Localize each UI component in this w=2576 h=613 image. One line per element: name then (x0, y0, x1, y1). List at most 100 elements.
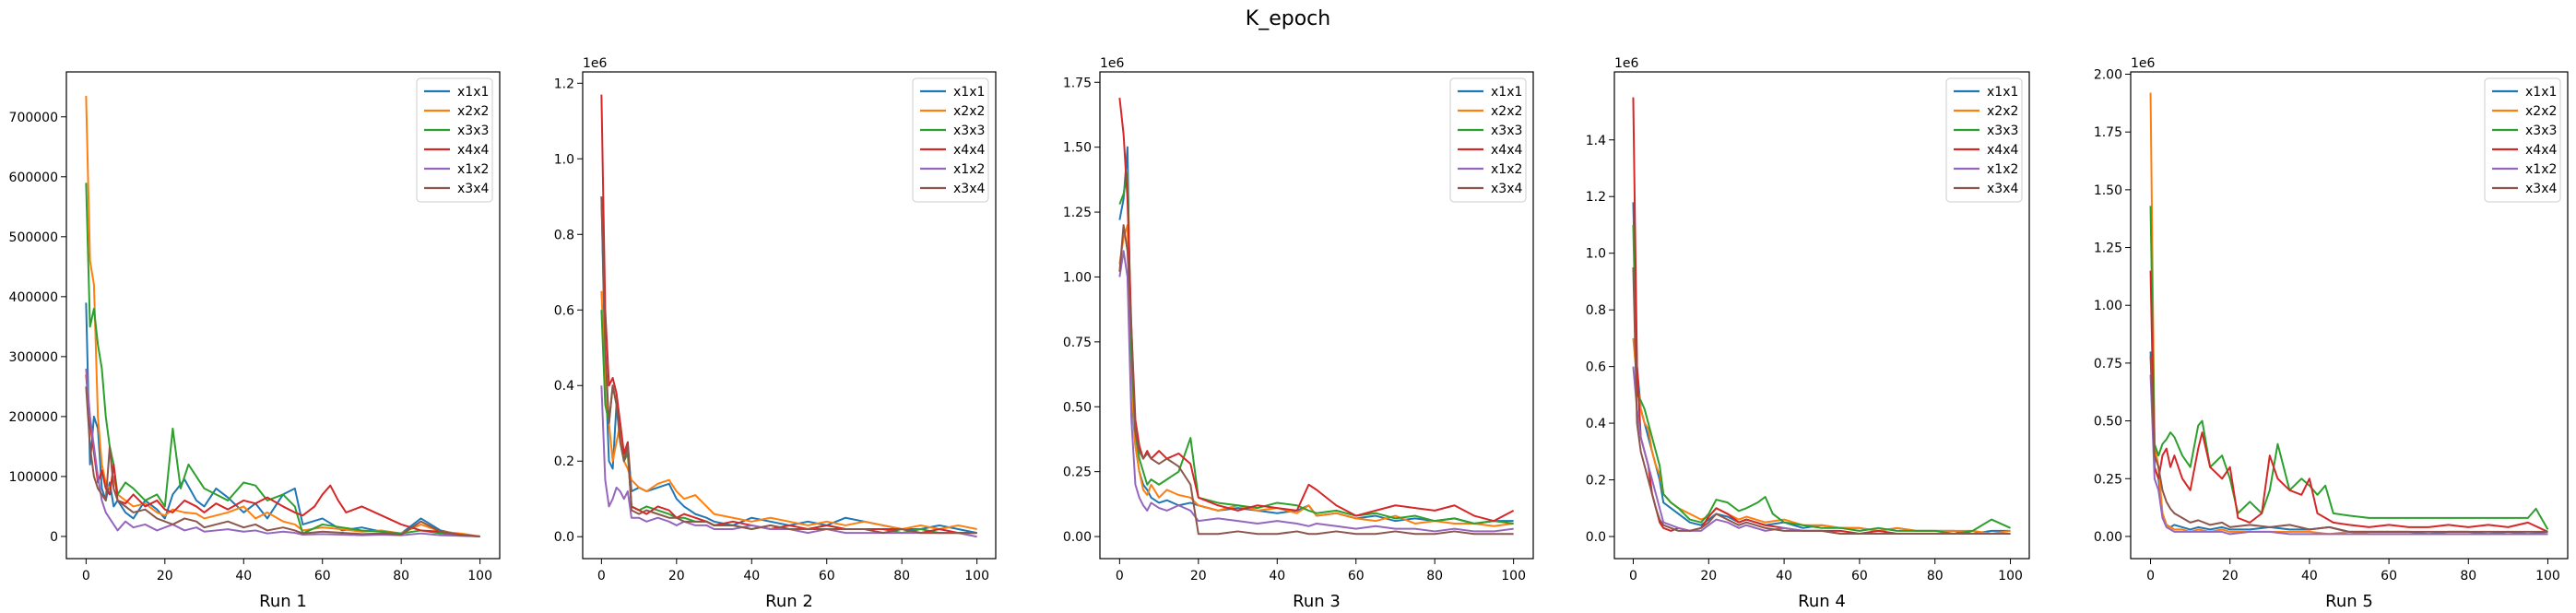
y-tick-label: 1.25 (1063, 206, 1092, 220)
y-tick-label: 1.75 (2094, 125, 2122, 140)
x-axis-label: Run 2 (765, 592, 813, 611)
y-tick-label: 1.0 (554, 152, 574, 167)
x-tick-label: 80 (393, 569, 409, 584)
subplot-run-4: 0 20 40 60 80 100 0.0 0.2 0.4 0.6 0.8 1.0 1.2 1.4 1e6 R… (1586, 56, 2030, 611)
legend-label: x3x4 (953, 182, 985, 196)
series-line-x3x4 (600, 196, 977, 535)
series-line-x3x3 (1632, 224, 2011, 535)
legend-label: x1x1 (457, 85, 489, 100)
legend-label: x1x1 (2525, 85, 2557, 100)
y-tick-label: 1.00 (2094, 299, 2122, 313)
legend-label: x4x4 (1491, 143, 1522, 158)
y-tick-label: 1.2 (1586, 190, 1606, 205)
y-tick-label: 0.00 (1063, 530, 1092, 545)
x-tick-label: 80 (1927, 569, 1944, 584)
y-offset-label: 1e6 (583, 56, 608, 71)
series-line-x1x1 (85, 302, 480, 537)
legend-label: x3x4 (2525, 182, 2557, 196)
y-tick-label: 0.6 (554, 303, 574, 318)
x-tick-label: 60 (2381, 569, 2397, 584)
y-tick-label: 700000 (9, 111, 58, 125)
legend-box (1945, 77, 2023, 203)
legend-label: x3x3 (1491, 124, 1522, 138)
x-tick-label: 40 (235, 569, 252, 584)
legend-label: x1x2 (2525, 162, 2557, 177)
legend-label: x1x2 (1491, 162, 1522, 177)
x-tick-label: 100 (1501, 569, 1526, 584)
legend: x1x1 x2x2 x3x3 x4x4 x1x2 x3x4 (912, 77, 989, 203)
axes-frame (65, 71, 501, 560)
legend-label: x1x2 (457, 162, 489, 177)
legend-label: x3x3 (1987, 124, 2018, 138)
y-tick-label: 1.00 (1063, 270, 1092, 285)
y-tick-label: 0.50 (2094, 415, 2122, 430)
x-tick-label: 60 (819, 569, 835, 584)
figure-title: K_epoch (1246, 7, 1330, 30)
legend-label: x2x2 (1987, 104, 2018, 119)
y-offset-label: 1e6 (1100, 56, 1125, 71)
series-line-x4x4 (600, 94, 977, 535)
x-tick-label: 40 (2301, 569, 2318, 584)
y-tick-label: 600000 (9, 171, 58, 185)
y-tick-label: 1.50 (2094, 183, 2122, 198)
series-line-x3x4 (85, 386, 480, 537)
legend-label: x2x2 (953, 104, 985, 119)
series-line-x1x2 (85, 368, 480, 537)
x-axis-label: Run 1 (259, 592, 307, 611)
legend-box (1449, 77, 1527, 203)
x-tick-label: 80 (1426, 569, 1443, 584)
legend-label: x4x4 (1987, 143, 2018, 158)
x-tick-label: 60 (1851, 569, 1868, 584)
series-line-x3x4 (1118, 224, 1514, 536)
legend-label: x3x3 (2525, 124, 2557, 138)
x-tick-label: 80 (893, 569, 910, 584)
x-axis-label: Run 5 (2325, 592, 2373, 611)
y-tick-label: 1.25 (2094, 242, 2122, 256)
y-tick-label: 0.0 (554, 530, 574, 545)
y-tick-label: 500000 (9, 230, 58, 245)
legend-label: x1x2 (1987, 162, 2018, 177)
subplot-run-2: 0 20 40 60 80 100 0.0 0.2 0.4 0.6 0.8 1.0 1.2 1e6 Run … (554, 56, 997, 611)
legend-label: x2x2 (2525, 104, 2557, 119)
x-tick-label: 20 (1190, 569, 1207, 584)
legend-label: x3x4 (457, 182, 489, 196)
y-tick-label: 0.75 (1063, 336, 1092, 350)
series-line-x4x4 (85, 374, 480, 537)
series-line-x4x4 (2149, 270, 2548, 533)
x-tick-label: 0 (597, 569, 606, 584)
y-tick-label: 0.2 (1586, 474, 1606, 489)
series-line-x3x4 (1632, 267, 2011, 535)
y-tick-label: 0.25 (1063, 466, 1092, 480)
y-tick-label: 300000 (9, 350, 58, 365)
legend-label: x4x4 (2525, 143, 2557, 158)
y-tick-label: 100000 (9, 470, 58, 485)
y-tick-label: 1.4 (1586, 134, 1606, 148)
series-line-x1x2 (2149, 374, 2548, 536)
x-tick-label: 60 (1348, 569, 1365, 584)
legend-box (2484, 77, 2561, 203)
series-line-x1x2 (1118, 250, 1514, 533)
y-tick-label: 0.50 (1063, 400, 1092, 415)
legend-label: x4x4 (457, 143, 489, 158)
x-tick-label: 100 (964, 569, 989, 584)
axes-frame (2130, 71, 2569, 560)
x-tick-label: 40 (743, 569, 760, 584)
legend-label: x1x1 (1491, 85, 1522, 100)
x-tick-label: 60 (314, 569, 331, 584)
series-line-x4x4 (1118, 98, 1515, 523)
x-tick-label: 0 (2146, 569, 2155, 584)
legend-label: x3x3 (457, 124, 489, 138)
y-offset-label: 1e6 (2131, 56, 2156, 71)
axes-frame (1613, 71, 2030, 560)
axes-frame (582, 71, 997, 560)
x-tick-label: 20 (1700, 569, 1717, 584)
x-tick-label: 20 (2222, 569, 2239, 584)
legend-label: x3x4 (1491, 182, 1522, 196)
y-tick-label: 0 (50, 530, 58, 545)
series-line-x3x3 (1118, 171, 1514, 525)
legend-label: x1x1 (1987, 85, 2018, 100)
subplot-run-1: 0 20 40 60 80 100 0 100000 200000 300000 400000 500… (9, 71, 501, 611)
x-tick-label: 100 (1998, 569, 2023, 584)
